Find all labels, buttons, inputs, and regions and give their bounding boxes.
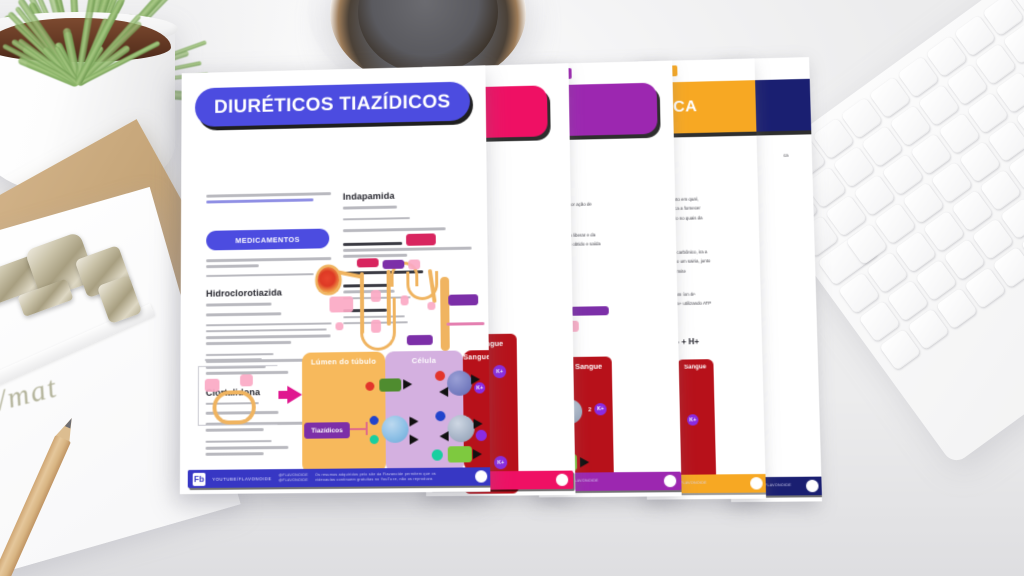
sheet-text-fragment: receptor bbox=[439, 185, 500, 191]
pink-label bbox=[371, 320, 381, 333]
arrow-icon bbox=[409, 416, 418, 426]
arrow-icon bbox=[403, 379, 412, 389]
arrow-icon bbox=[580, 457, 589, 467]
stoich-label: 2 bbox=[588, 407, 591, 413]
ion-badge: K+ bbox=[494, 456, 507, 469]
arrow-icon bbox=[410, 435, 419, 445]
footer-avatar bbox=[750, 477, 763, 489]
class-note-2 bbox=[206, 273, 331, 278]
corner-square bbox=[666, 65, 677, 76]
tiazidicos-box: Tiazídicos bbox=[304, 422, 350, 439]
glomerulus-icon bbox=[318, 267, 340, 293]
corner-square bbox=[432, 71, 443, 82]
class-note-1 bbox=[206, 257, 331, 268]
footer-avatar bbox=[664, 475, 677, 487]
ion-badge: K+ bbox=[594, 403, 606, 415]
blood-panel: Sangue K+ bbox=[677, 359, 717, 488]
tubule-inset bbox=[213, 390, 256, 424]
drug-duration bbox=[206, 311, 332, 316]
coffee-liquid bbox=[358, 0, 498, 74]
pink-label bbox=[401, 295, 409, 305]
pink-label bbox=[408, 259, 420, 269]
pink-label bbox=[335, 322, 343, 330]
ion-badge: K+ bbox=[687, 414, 698, 425]
purple-tag bbox=[383, 260, 405, 269]
panel-label-lumen: Lúmen do túbulo bbox=[302, 357, 385, 367]
left-column bbox=[206, 192, 331, 209]
purple-tag bbox=[570, 306, 608, 316]
drug-type bbox=[206, 302, 331, 307]
ion-badge: K+ bbox=[493, 365, 506, 378]
desk-scene: au/mat S ca Fb @FLAVONOIDE ÔNICA proxi bbox=[0, 0, 1024, 576]
footer-handles-group: @FLAVONOIDE @FLAVONOIDE bbox=[279, 473, 309, 484]
page-footer: Fb YOUTUBE/FLAVONOIDE @FLAVONOIDE @FLAVO… bbox=[188, 467, 491, 488]
sheet-text-fragment: mexendo bbox=[440, 300, 502, 306]
drug-indications bbox=[206, 322, 332, 345]
sheet-title-orange: ÔNICA bbox=[638, 80, 766, 136]
footer-handle-2[interactable]: @FLAVONOIDE bbox=[279, 478, 309, 484]
ion-cl bbox=[370, 416, 379, 425]
sheet-stack: S ca Fb @FLAVONOIDE ÔNICA proximal, tant… bbox=[180, 57, 823, 518]
sheet-title-purple bbox=[533, 83, 658, 138]
inhibit-cap bbox=[366, 422, 368, 435]
panel-lumen: Lúmen do túbulo bbox=[302, 352, 386, 473]
magenta-arrow-icon bbox=[287, 386, 302, 404]
page-title-text: DIURÉTICOS TIAZÍDICOS bbox=[214, 90, 451, 118]
sheet-text-fragment: ácido de bbox=[544, 185, 602, 191]
corner-square bbox=[648, 66, 659, 77]
pink-label bbox=[371, 290, 381, 302]
ion-ca bbox=[370, 435, 379, 444]
pink-label bbox=[329, 296, 353, 312]
sheet-title-pink: SIO bbox=[422, 85, 547, 140]
inset-nephron bbox=[198, 365, 278, 426]
sheet-text-fragment: entrar, ela em liberar e da célula no, í… bbox=[545, 230, 603, 249]
ion-na bbox=[365, 382, 374, 391]
footer-logo: Fb bbox=[193, 472, 206, 485]
pink-label bbox=[240, 374, 253, 386]
transporter-ncc bbox=[379, 378, 401, 391]
pump-ncc bbox=[382, 415, 409, 443]
footer-avatar bbox=[806, 480, 819, 492]
medicamentos-button[interactable]: MEDICAMENTOS bbox=[206, 229, 329, 251]
medicamentos-label: MEDICAMENTOS bbox=[235, 234, 300, 244]
corner-square bbox=[730, 64, 741, 75]
corner-square bbox=[450, 71, 461, 82]
red-tag-highlight bbox=[406, 233, 436, 245]
pink-label bbox=[205, 379, 220, 392]
sheet-subpill-orange bbox=[638, 144, 666, 169]
sheet-text-fragment: Se com outros bbox=[439, 205, 501, 215]
sheet-text-fragment: para dentro por ação de Gradiente bbox=[545, 199, 603, 219]
drug-name-hidroclorotiazida: Hidroclorotiazida bbox=[206, 287, 331, 299]
sheet-text-fragment: ca bbox=[783, 153, 788, 158]
corner-square bbox=[543, 69, 554, 80]
tiazidicos-label: Tiazídicos bbox=[311, 427, 343, 434]
corner-square bbox=[561, 68, 572, 79]
footer-handle-youtube[interactable]: YOUTUBE/FLAVONOIDE bbox=[212, 476, 271, 482]
sheet-text-block: ácido de para dentro por ação de Gradien… bbox=[544, 185, 603, 250]
red-tag bbox=[357, 258, 379, 267]
intro-paragraph bbox=[206, 192, 331, 203]
sheet-text-block: receptor Se com outros mexendo bbox=[439, 185, 502, 306]
blood-panel-label: Sangue bbox=[677, 364, 714, 371]
